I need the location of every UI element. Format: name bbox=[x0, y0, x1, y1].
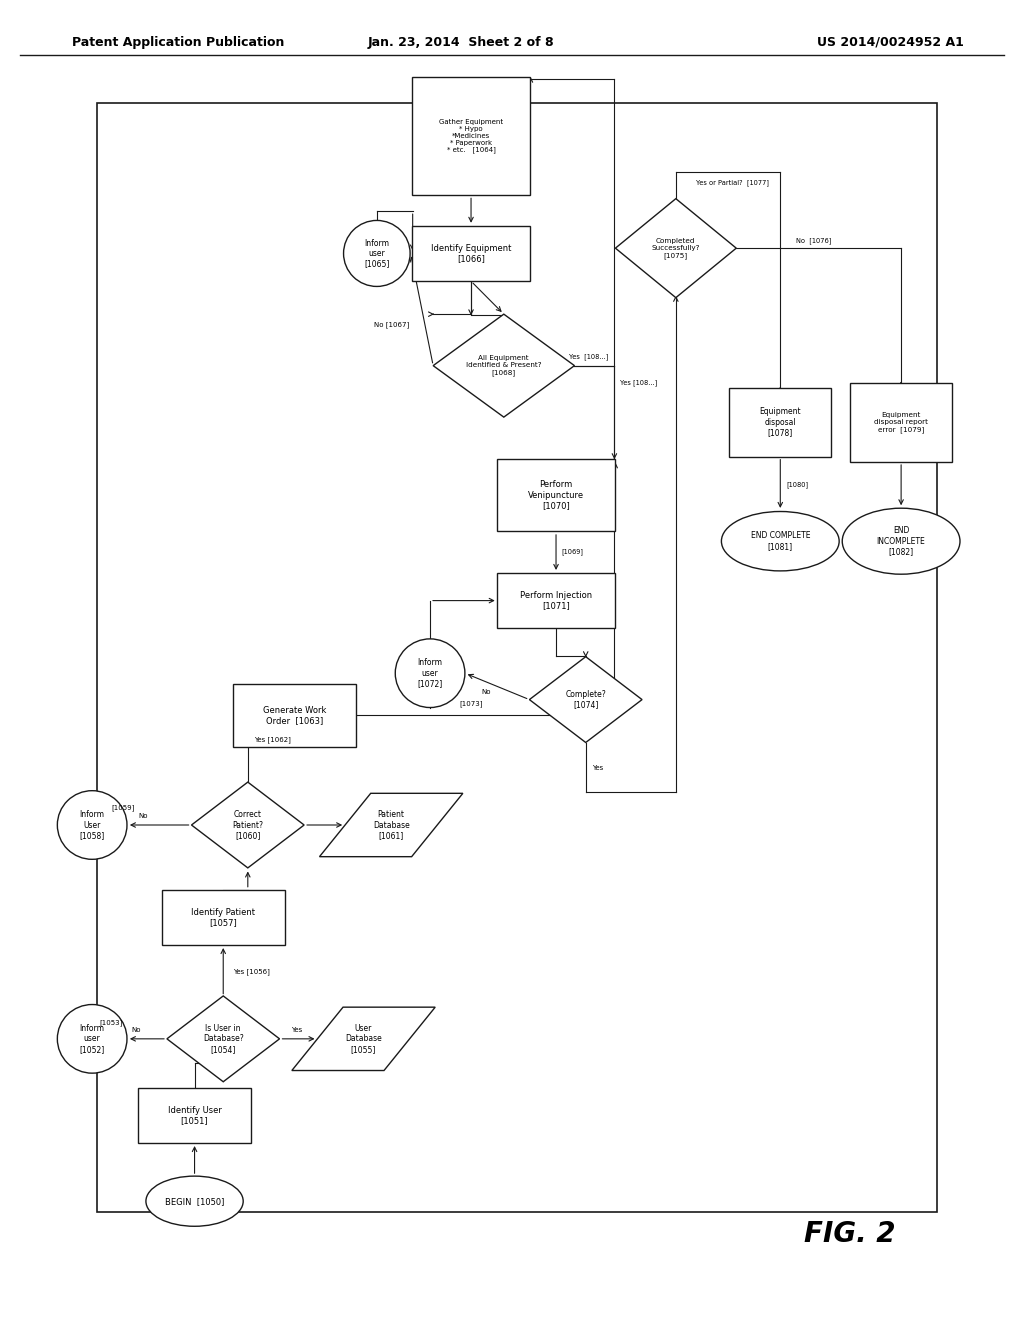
Text: Gather Equipment
* Hypo
*Medicines
* Paperwork
* etc.   [1064]: Gather Equipment * Hypo *Medicines * Pap… bbox=[439, 119, 503, 153]
FancyBboxPatch shape bbox=[498, 458, 614, 531]
Text: Yes [1062]: Yes [1062] bbox=[254, 735, 291, 743]
Ellipse shape bbox=[57, 791, 127, 859]
Text: Inform
user
[1072]: Inform user [1072] bbox=[418, 659, 442, 688]
Text: [1053]: [1053] bbox=[99, 1019, 122, 1027]
Text: END COMPLETE
[1081]: END COMPLETE [1081] bbox=[751, 532, 810, 550]
Text: [1080]: [1080] bbox=[786, 480, 809, 488]
Text: [1059]: [1059] bbox=[112, 804, 134, 812]
Text: END
INCOMPLETE
[1082]: END INCOMPLETE [1082] bbox=[877, 527, 926, 556]
Text: No: No bbox=[131, 1027, 141, 1032]
Text: No: No bbox=[138, 813, 148, 818]
Text: No: No bbox=[481, 689, 492, 694]
Ellipse shape bbox=[146, 1176, 244, 1226]
Text: Is User in
Database?
[1054]: Is User in Database? [1054] bbox=[203, 1024, 244, 1053]
FancyBboxPatch shape bbox=[233, 684, 356, 747]
Text: BEGIN  [1050]: BEGIN [1050] bbox=[165, 1197, 224, 1205]
Text: Identify Equipment
[1066]: Identify Equipment [1066] bbox=[431, 244, 511, 263]
Ellipse shape bbox=[395, 639, 465, 708]
Ellipse shape bbox=[842, 508, 961, 574]
Text: Patient
Database
[1061]: Patient Database [1061] bbox=[373, 810, 410, 840]
Text: Complete?
[1074]: Complete? [1074] bbox=[565, 690, 606, 709]
Ellipse shape bbox=[344, 220, 410, 286]
Text: [1069]: [1069] bbox=[561, 548, 583, 556]
Text: Yes [108...]: Yes [108...] bbox=[620, 379, 656, 387]
Text: Yes  [108...]: Yes [108...] bbox=[569, 352, 608, 360]
FancyBboxPatch shape bbox=[162, 890, 285, 945]
Text: [1073]: [1073] bbox=[460, 700, 482, 708]
Text: Perform Injection
[1071]: Perform Injection [1071] bbox=[520, 591, 592, 610]
Polygon shape bbox=[615, 198, 736, 297]
Ellipse shape bbox=[57, 1005, 127, 1073]
Polygon shape bbox=[433, 314, 574, 417]
Text: Completed
Successfully?
[1075]: Completed Successfully? [1075] bbox=[651, 238, 700, 259]
Text: FIG. 2: FIG. 2 bbox=[804, 1220, 896, 1249]
Text: US 2014/0024952 A1: US 2014/0024952 A1 bbox=[817, 36, 965, 49]
FancyBboxPatch shape bbox=[729, 388, 831, 457]
Text: Equipment
disposal
[1078]: Equipment disposal [1078] bbox=[760, 408, 801, 437]
FancyBboxPatch shape bbox=[850, 383, 952, 462]
Text: Equipment
disposal report
error  [1079]: Equipment disposal report error [1079] bbox=[874, 412, 928, 433]
FancyBboxPatch shape bbox=[138, 1088, 251, 1143]
Text: Perform
Venipuncture
[1070]: Perform Venipuncture [1070] bbox=[528, 480, 584, 510]
Text: Inform
user
[1052]: Inform user [1052] bbox=[80, 1024, 104, 1053]
Text: Inform
user
[1065]: Inform user [1065] bbox=[365, 239, 389, 268]
Text: Correct
Patient?
[1060]: Correct Patient? [1060] bbox=[232, 810, 263, 840]
Ellipse shape bbox=[721, 511, 840, 572]
Polygon shape bbox=[292, 1007, 435, 1071]
Text: All Equipment
Identified & Present?
[1068]: All Equipment Identified & Present? [106… bbox=[466, 355, 542, 376]
Polygon shape bbox=[319, 793, 463, 857]
Text: No  [1076]: No [1076] bbox=[797, 236, 831, 244]
Text: User
Database
[1055]: User Database [1055] bbox=[345, 1024, 382, 1053]
Text: No [1067]: No [1067] bbox=[375, 321, 410, 329]
Text: Yes [1056]: Yes [1056] bbox=[233, 968, 270, 975]
Text: Inform
User
[1058]: Inform User [1058] bbox=[80, 810, 104, 840]
FancyBboxPatch shape bbox=[412, 226, 530, 281]
Text: Identify Patient
[1057]: Identify Patient [1057] bbox=[191, 908, 255, 927]
Polygon shape bbox=[191, 781, 304, 869]
Text: Jan. 23, 2014  Sheet 2 of 8: Jan. 23, 2014 Sheet 2 of 8 bbox=[368, 36, 554, 49]
Polygon shape bbox=[167, 995, 280, 1082]
FancyBboxPatch shape bbox=[498, 573, 614, 628]
Text: Generate Work
Order  [1063]: Generate Work Order [1063] bbox=[263, 706, 327, 725]
Text: Identify User
[1051]: Identify User [1051] bbox=[168, 1106, 221, 1125]
Text: Patent Application Publication: Patent Application Publication bbox=[72, 36, 284, 49]
Text: Yes or Partial?  [1077]: Yes or Partial? [1077] bbox=[696, 178, 769, 186]
Text: Yes: Yes bbox=[592, 766, 603, 771]
Text: Yes: Yes bbox=[292, 1027, 302, 1032]
FancyBboxPatch shape bbox=[412, 77, 530, 195]
Polygon shape bbox=[529, 657, 642, 742]
